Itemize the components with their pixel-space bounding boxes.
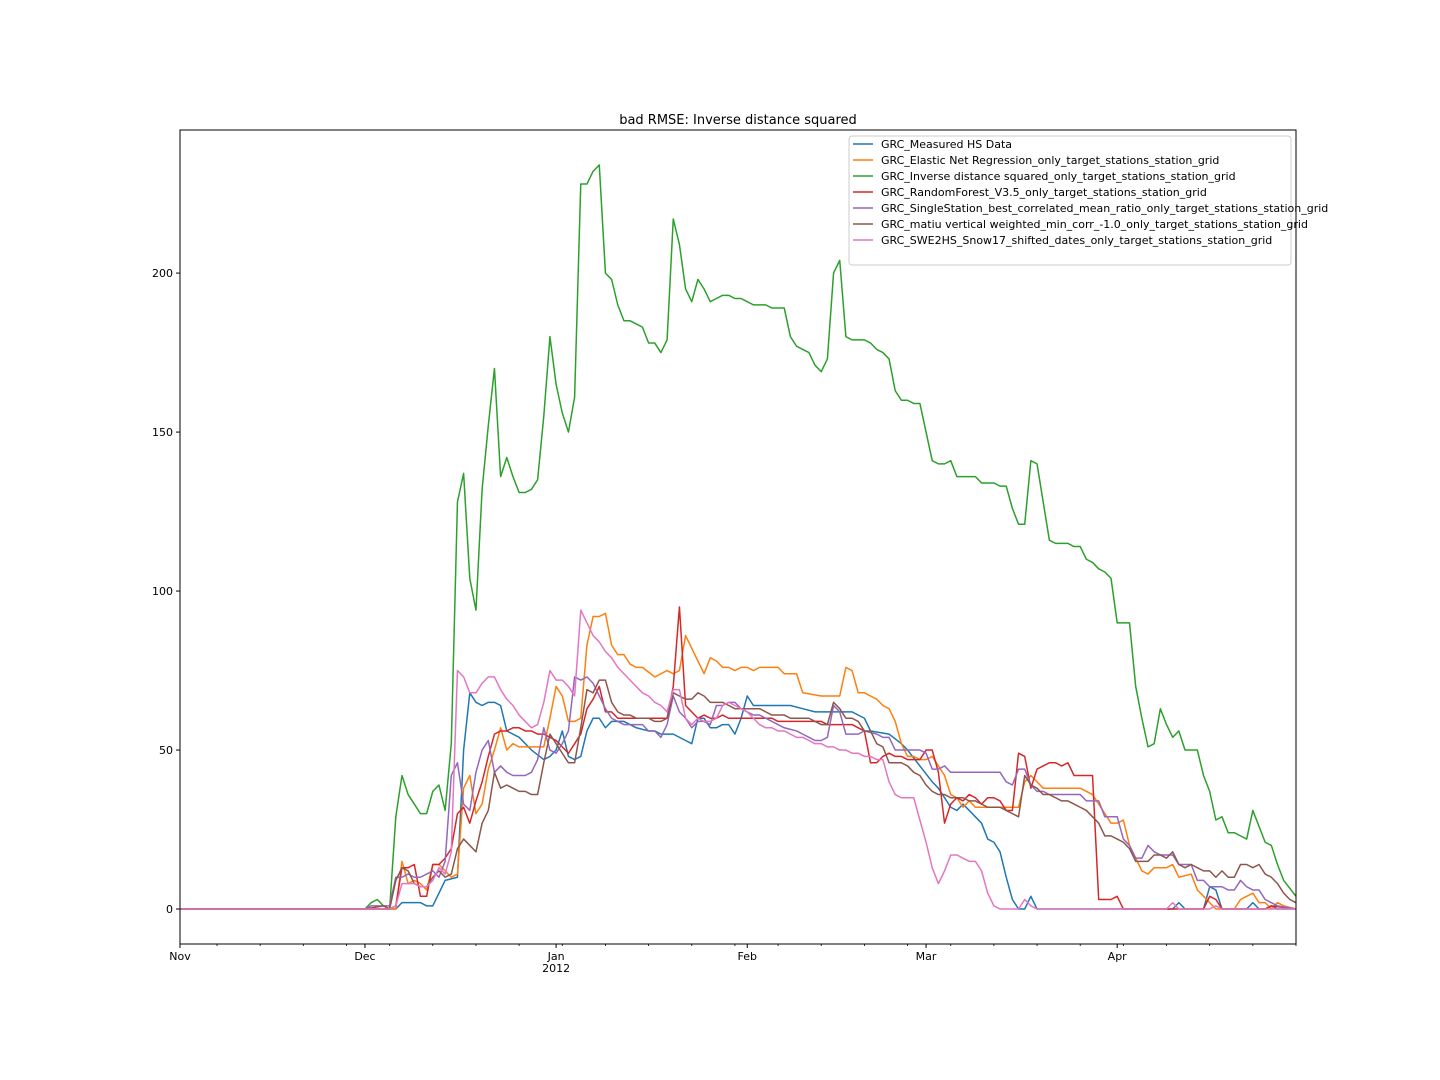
y-tick-label: 50 — [159, 744, 173, 757]
y-tick-label: 150 — [152, 426, 173, 439]
plot-frame — [179, 129, 1297, 945]
series-lines — [180, 164, 1297, 910]
chart-title: bad RMSE: Inverse distance squared — [619, 113, 857, 128]
legend-label-4: GRC_RandomForest_V3.5_only_target_statio… — [881, 186, 1207, 199]
legend-label-5: GRC_SingleStation_best_correlated_mean_r… — [881, 202, 1328, 215]
legend-label-7: GRC_SWE2HS_Snow17_shifted_dates_only_tar… — [881, 234, 1272, 247]
legend-label-1: GRC_Measured HS Data — [881, 138, 1012, 151]
x-tick-label: Dec — [354, 950, 375, 963]
series-line-7 — [180, 609, 1296, 910]
x-tick-label: Mar — [916, 950, 937, 963]
legend-box — [848, 135, 1292, 266]
x-tick-label: Jan — [547, 950, 565, 963]
series-line-4 — [180, 606, 1297, 910]
y-tick-label: 200 — [152, 267, 173, 280]
x-tick-label: Nov — [169, 950, 191, 963]
series-line-5 — [180, 676, 1297, 910]
legend-label-3: GRC_Inverse distance squared_only_target… — [881, 170, 1236, 183]
legend: GRC_Measured HS Data GRC_Elastic Net Regr… — [848, 135, 1328, 266]
x-tick-label: Feb — [738, 950, 757, 963]
series-line-3 — [180, 164, 1297, 910]
y-tick-label: 100 — [152, 585, 173, 598]
x-tick-label: Apr — [1108, 950, 1128, 963]
legend-label-6: GRC_matiu vertical weighted_min_corr_-1.… — [881, 218, 1308, 231]
series-line-1 — [180, 692, 1296, 910]
y-tick-label: 0 — [166, 903, 173, 916]
x-tick-sublabel: 2012 — [542, 962, 570, 975]
series-line-6 — [180, 679, 1297, 910]
series-line-2 — [180, 612, 1297, 910]
legend-label-2: GRC_Elastic Net Regression_only_target_s… — [881, 154, 1219, 167]
